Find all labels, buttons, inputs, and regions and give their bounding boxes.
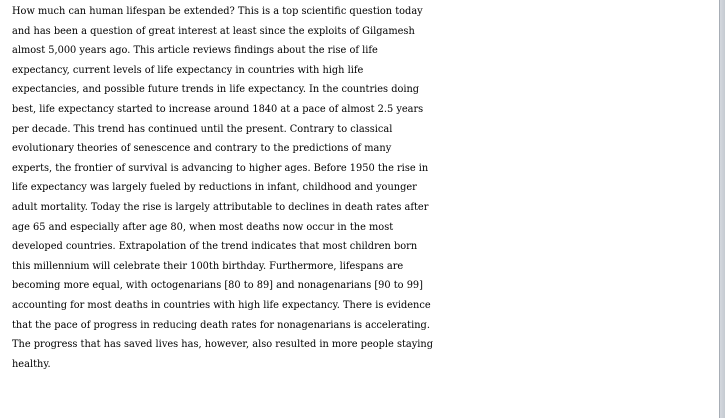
text-line: How much can human lifespan be extended?… <box>12 6 423 17</box>
text-line: and has been a question of great interes… <box>12 25 415 37</box>
text-line: evolutionary theories of senescence and … <box>12 143 392 155</box>
text-line: per decade. This trend has continued unt… <box>12 123 393 135</box>
text-line: becoming more equal, with octogenarians … <box>12 280 423 292</box>
text-line: that the pace of progress in reducing de… <box>12 319 430 331</box>
scrollbar-edge[interactable] <box>719 0 725 418</box>
text-line: best, life expectancy started to increas… <box>12 103 424 115</box>
text-line: this millennium will celebrate their 100… <box>12 260 404 272</box>
text-line: accounting for most deaths in countries … <box>12 299 431 311</box>
text-line: experts, the frontier of survival is adv… <box>12 162 429 174</box>
text-line: healthy. <box>12 358 51 370</box>
text-line: adult mortality. Today the rise is large… <box>12 201 429 213</box>
text-line: developed countries. Extrapolation of th… <box>12 241 418 253</box>
text-line: life expectancy was largely fueled by re… <box>12 182 417 194</box>
text-line: expectancies, and possible future trends… <box>12 84 420 96</box>
text-line: almost 5,000 years ago. This article rev… <box>12 45 378 57</box>
text-line: expectancy, current levels of life expec… <box>12 64 364 76</box>
text-line: age 65 and especially after age 80, when… <box>12 221 394 233</box>
text-line: The progress that has saved lives has, h… <box>12 339 434 351</box>
